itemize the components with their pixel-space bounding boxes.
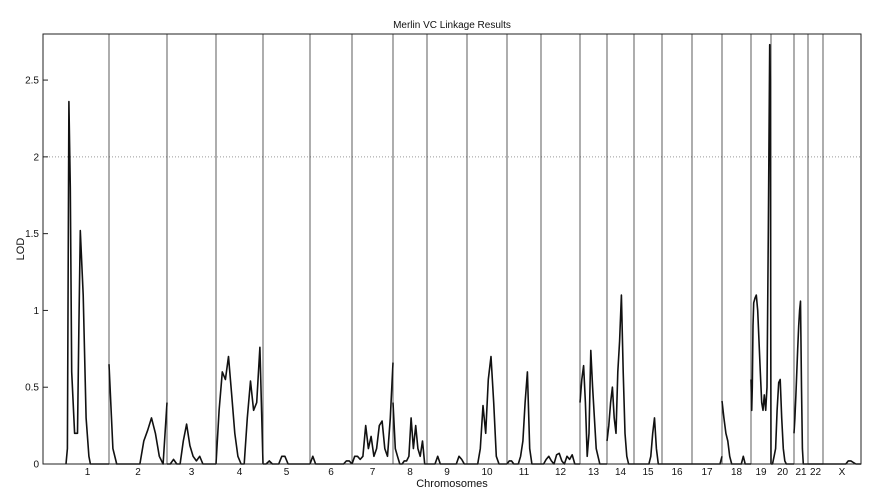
x-tick-label: 2 (135, 467, 141, 478)
y-tick-label: 1 (33, 306, 39, 317)
lod-series-chr-12 (541, 452, 580, 465)
lod-series-chr-8 (392, 402, 427, 465)
x-tick-label: 22 (810, 467, 822, 478)
y-tick-label: 0.5 (25, 383, 39, 394)
x-tick-label: 15 (642, 467, 654, 478)
x-tick-label: 9 (444, 467, 450, 478)
x-tick-label: 10 (481, 467, 493, 478)
x-tick-label: 19 (755, 467, 767, 478)
x-tick-label: 5 (284, 467, 290, 478)
lod-series-chr-19 (750, 43, 772, 465)
chart-title: Merlin VC Linkage Results (393, 20, 511, 31)
x-tick-label: 3 (189, 467, 195, 478)
x-tick-label: 21 (795, 467, 807, 478)
y-tick-label: 2 (33, 152, 39, 163)
x-tick-label: 16 (671, 467, 683, 478)
y-tick-label: 0 (33, 460, 39, 471)
x-tick-label: 1 (85, 467, 91, 478)
lod-series-chr-4 (215, 346, 264, 465)
y-axis-label: LOD (15, 238, 27, 261)
x-tick-label: 11 (519, 467, 530, 478)
x-tick-label: 12 (555, 467, 567, 478)
y-tick-label: 2.5 (25, 76, 39, 87)
plot-frame (42, 33, 862, 465)
y-tick-label: 1.5 (25, 229, 39, 240)
x-tick-label: 13 (588, 467, 600, 478)
x-tick-label: 20 (777, 467, 789, 478)
x-tick-label: 4 (237, 467, 243, 478)
x-tick-label: 17 (701, 467, 713, 478)
lod-series-chr-7 (351, 362, 394, 465)
x-axis-label: Chromosomes (416, 478, 488, 490)
x-tick-label: 6 (328, 467, 334, 478)
x-tick-label: X (839, 467, 846, 478)
x-tick-label: 8 (407, 467, 413, 478)
x-tick-label: 14 (615, 467, 627, 478)
x-tick-label: 18 (731, 467, 743, 478)
x-tick-label: 7 (370, 467, 376, 478)
